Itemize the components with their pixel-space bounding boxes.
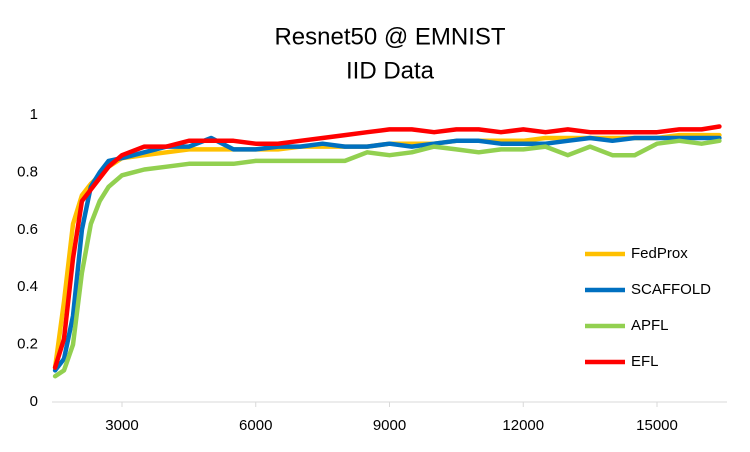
- legend-label: EFL: [631, 353, 659, 370]
- legend-label: FedProx: [631, 245, 688, 262]
- legend-label: SCAFFOLD: [631, 281, 711, 298]
- x-tick-label: 12000: [502, 417, 544, 434]
- y-tick-label: 0.4: [17, 278, 38, 295]
- x-tick-label: 9000: [373, 417, 406, 434]
- y-tick-label: 0: [30, 393, 38, 410]
- x-tick-label: 15000: [636, 417, 678, 434]
- series-line: [52, 124, 722, 370]
- x-tick-label: 3000: [105, 417, 138, 434]
- x-tick-label: 6000: [239, 417, 272, 434]
- chart-title: Resnet50 @ EMNIST: [274, 23, 505, 50]
- series-line: [52, 138, 722, 379]
- y-tick-label: 1: [30, 106, 38, 123]
- series-line: [52, 135, 722, 373]
- chart-subtitle: IID Data: [346, 57, 435, 84]
- y-tick-label: 0.8: [17, 163, 38, 180]
- legend-label: APFL: [631, 317, 669, 334]
- y-tick-label: 0.6: [17, 221, 38, 238]
- y-tick-label: 0.2: [17, 336, 38, 353]
